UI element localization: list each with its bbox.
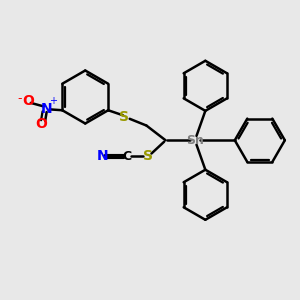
Text: S: S (119, 110, 129, 124)
Text: C: C (123, 150, 132, 163)
Text: +: + (49, 95, 57, 106)
Text: N: N (40, 102, 52, 116)
Text: Sn: Sn (186, 134, 204, 147)
Text: O: O (35, 117, 47, 131)
Text: O: O (22, 94, 34, 108)
Text: S: S (143, 149, 153, 164)
Text: N: N (97, 149, 108, 164)
Text: -: - (17, 92, 22, 105)
